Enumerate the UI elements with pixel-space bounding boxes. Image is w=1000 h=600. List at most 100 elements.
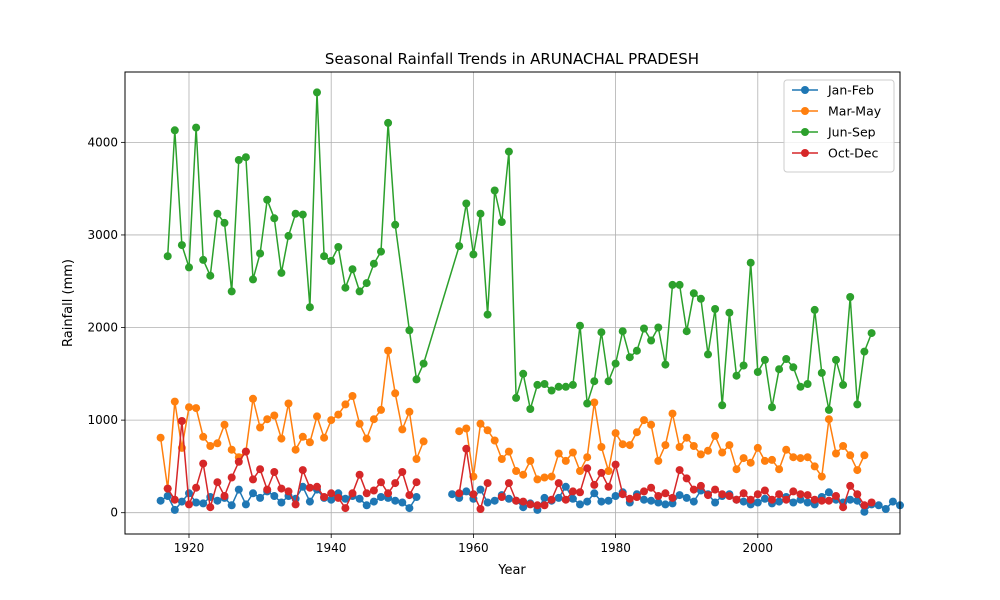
x-tick-label: 1980 [600,541,631,555]
data-point-oct-dec [249,475,257,484]
data-point-mar-may [369,415,378,424]
data-point-mar-may [405,407,414,416]
data-point-oct-dec [839,503,848,512]
data-point-jan-feb [561,482,570,491]
y-tick-label: 0 [110,506,118,520]
data-point-jun-sep [789,363,798,372]
data-point-oct-dec [263,485,272,494]
data-point-mar-may [839,442,848,450]
data-point-oct-dec [817,496,826,505]
data-point-mar-may [817,472,826,481]
data-point-oct-dec [533,501,542,510]
data-point-jun-sep [291,209,300,218]
data-point-jun-sep [547,386,556,395]
data-point-jun-sep [519,369,528,378]
data-point-jun-sep [611,359,620,368]
data-point-oct-dec [561,495,570,504]
data-point-oct-dec [369,486,378,495]
data-point-mar-may [277,434,286,443]
data-point-jan-feb [412,493,421,501]
data-point-jun-sep [298,210,307,219]
data-point-jun-sep [512,393,521,402]
data-point-mar-may [305,438,314,447]
data-point-jan-feb [789,498,798,507]
data-point-jun-sep [327,256,336,265]
data-point-mar-may [597,443,606,451]
legend-label-oct-dec: Oct-Dec [828,146,878,161]
data-point-jun-sep [540,380,549,388]
data-point-oct-dec [611,460,620,469]
data-point-jun-sep [284,231,293,240]
data-point-jun-sep [455,242,464,251]
data-point-mar-may [753,443,762,452]
data-point-jun-sep [320,252,329,261]
legend-box [783,79,895,173]
series-jun-sep [163,88,876,414]
data-point-oct-dec [313,482,321,491]
data-point-jan-feb [163,492,172,500]
data-point-jun-sep [391,220,400,229]
data-point-jun-sep [490,186,499,195]
data-point-jan-feb [369,497,378,506]
data-point-jun-sep [640,324,648,333]
data-point-oct-dec [227,473,236,482]
data-point-jun-sep [348,265,357,274]
data-point-mar-may [192,404,201,413]
data-point-oct-dec [739,489,748,498]
data-point-oct-dec [853,490,862,499]
data-point-mar-may [654,456,663,465]
data-point-oct-dec [803,491,812,500]
data-point-jun-sep [483,310,492,319]
data-point-jun-sep [583,399,592,408]
data-point-jan-feb [177,497,186,506]
data-point-mar-may [803,453,812,462]
data-point-jun-sep [192,123,201,132]
data-point-jun-sep [476,209,485,218]
data-point-jan-feb [661,500,670,509]
data-point-oct-dec [753,490,762,499]
data-point-mar-may [256,423,265,432]
data-point-jan-feb [355,494,364,503]
data-point-oct-dec [704,491,712,500]
data-point-jun-sep [504,147,513,156]
data-point-jan-feb [213,496,222,505]
data-point-mar-may [789,453,798,462]
data-point-oct-dec [796,490,805,499]
data-point-jan-feb [775,497,784,506]
y-tick-label: 1000 [87,413,118,427]
data-point-oct-dec [760,486,769,495]
data-point-oct-dec [398,468,407,476]
data-point-jun-sep [419,359,428,368]
data-point-mar-may [832,449,840,458]
data-point-oct-dec [462,444,471,453]
data-point-jun-sep [185,263,193,272]
data-point-oct-dec [206,503,215,512]
data-point-oct-dec [519,497,528,506]
data-point-jun-sep [163,252,172,261]
axis-ticks: 1920 1940 1960 1980 2000 0 1000 2000 3000 4000 [87,135,773,555]
series-layer [156,88,904,516]
data-point-jan-feb [846,495,855,504]
data-point-jun-sep [853,400,862,409]
data-point-oct-dec [256,465,265,474]
data-point-oct-dec [512,496,521,505]
data-point-oct-dec [597,468,606,477]
data-point-mar-may [362,434,371,443]
data-point-oct-dec [298,466,307,475]
data-point-mar-may [341,400,350,409]
gridlines [125,72,900,534]
data-point-oct-dec [334,493,343,502]
data-point-jun-sep [817,368,826,377]
data-point-mar-may [561,456,570,465]
data-point-oct-dec [746,495,755,504]
data-point-oct-dec [476,505,485,513]
data-point-oct-dec [640,487,648,496]
legend-label-mar-may: Mar-May [828,104,882,119]
data-point-jun-sep [782,355,791,363]
x-tick-label: 1940 [316,541,347,555]
data-point-jan-feb [824,488,833,497]
data-point-oct-dec [725,492,734,500]
data-point-jan-feb [654,498,663,507]
data-point-mar-may [199,432,208,441]
data-point-oct-dec [377,478,385,487]
